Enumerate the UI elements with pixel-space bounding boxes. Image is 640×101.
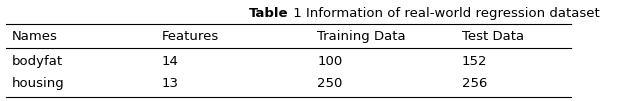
Text: 250: 250 — [317, 77, 343, 90]
Text: Test Data: Test Data — [462, 30, 524, 43]
Text: 14: 14 — [162, 55, 179, 68]
Text: Training Data: Training Data — [317, 30, 406, 43]
Text: Table: Table — [249, 7, 289, 20]
Text: 152: 152 — [462, 55, 487, 68]
Text: housing: housing — [12, 77, 64, 90]
Text: 13: 13 — [162, 77, 179, 90]
Text: Names: Names — [12, 30, 58, 43]
Text: 256: 256 — [462, 77, 487, 90]
Text: Features: Features — [162, 30, 219, 43]
Text: 100: 100 — [317, 55, 343, 68]
Text: bodyfat: bodyfat — [12, 55, 63, 68]
Text: 1 Information of real-world regression dataset: 1 Information of real-world regression d… — [289, 7, 600, 20]
